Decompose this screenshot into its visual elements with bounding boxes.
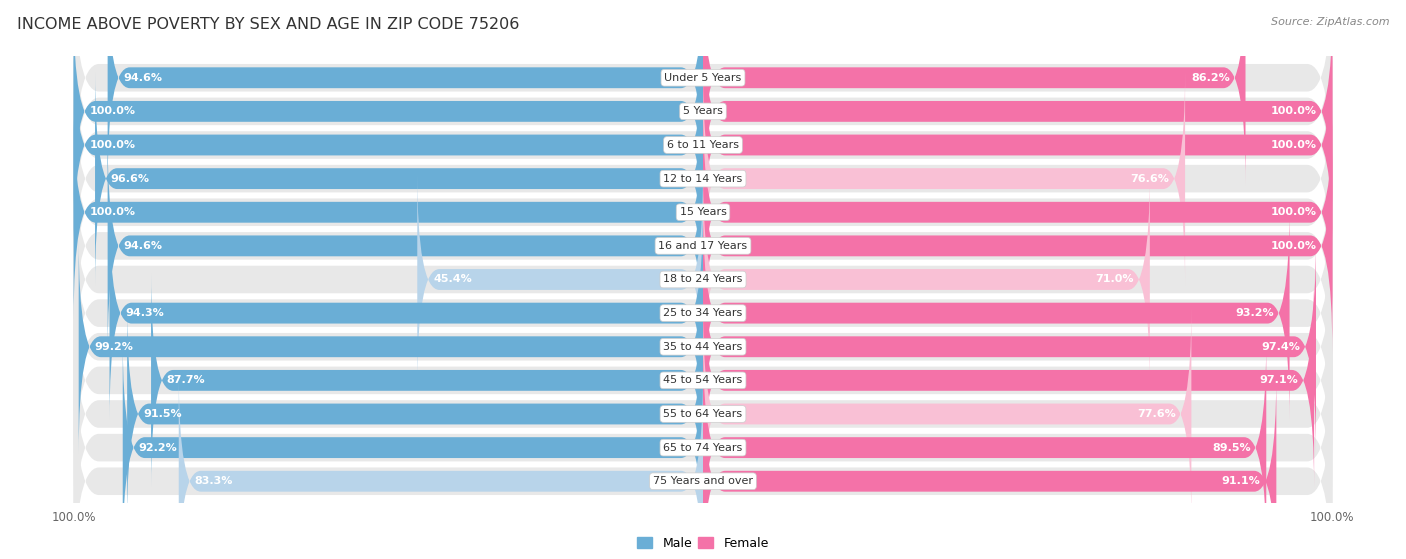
- FancyBboxPatch shape: [73, 293, 1333, 535]
- Text: 35 to 44 Years: 35 to 44 Years: [664, 342, 742, 352]
- FancyBboxPatch shape: [703, 239, 1316, 454]
- FancyBboxPatch shape: [703, 374, 1277, 559]
- FancyBboxPatch shape: [73, 327, 1333, 559]
- FancyBboxPatch shape: [96, 72, 703, 286]
- Text: 100.0%: 100.0%: [90, 106, 135, 116]
- Text: 77.6%: 77.6%: [1137, 409, 1175, 419]
- FancyBboxPatch shape: [703, 206, 1289, 420]
- FancyBboxPatch shape: [73, 260, 1333, 501]
- Text: 45 to 54 Years: 45 to 54 Years: [664, 376, 742, 385]
- Text: 99.2%: 99.2%: [94, 342, 134, 352]
- FancyBboxPatch shape: [73, 38, 703, 252]
- Text: 12 to 14 Years: 12 to 14 Years: [664, 174, 742, 183]
- FancyBboxPatch shape: [703, 4, 1333, 219]
- FancyBboxPatch shape: [73, 0, 1333, 198]
- Text: 65 to 74 Years: 65 to 74 Years: [664, 443, 742, 453]
- FancyBboxPatch shape: [703, 72, 1185, 286]
- Text: 25 to 34 Years: 25 to 34 Years: [664, 308, 742, 318]
- Text: Under 5 Years: Under 5 Years: [665, 73, 741, 83]
- Text: 18 to 24 Years: 18 to 24 Years: [664, 274, 742, 285]
- FancyBboxPatch shape: [79, 239, 703, 454]
- Text: 100.0%: 100.0%: [90, 140, 135, 150]
- Text: 100.0%: 100.0%: [1271, 106, 1316, 116]
- FancyBboxPatch shape: [703, 139, 1333, 353]
- FancyBboxPatch shape: [73, 92, 1333, 333]
- Legend: Male, Female: Male, Female: [633, 532, 773, 555]
- Text: 45.4%: 45.4%: [433, 274, 472, 285]
- FancyBboxPatch shape: [73, 125, 1333, 367]
- Text: 15 Years: 15 Years: [679, 207, 727, 217]
- FancyBboxPatch shape: [73, 226, 1333, 467]
- Text: 100.0%: 100.0%: [90, 207, 135, 217]
- FancyBboxPatch shape: [150, 273, 703, 487]
- Text: 97.4%: 97.4%: [1261, 342, 1301, 352]
- Text: 97.1%: 97.1%: [1260, 376, 1298, 385]
- FancyBboxPatch shape: [703, 273, 1315, 487]
- Text: 93.2%: 93.2%: [1236, 308, 1274, 318]
- Text: 89.5%: 89.5%: [1212, 443, 1250, 453]
- Text: 71.0%: 71.0%: [1095, 274, 1135, 285]
- FancyBboxPatch shape: [73, 361, 1333, 559]
- FancyBboxPatch shape: [179, 374, 703, 559]
- Text: Source: ZipAtlas.com: Source: ZipAtlas.com: [1271, 17, 1389, 27]
- FancyBboxPatch shape: [703, 172, 1150, 387]
- Text: 100.0%: 100.0%: [1271, 140, 1316, 150]
- Text: 86.2%: 86.2%: [1191, 73, 1230, 83]
- FancyBboxPatch shape: [108, 0, 703, 185]
- FancyBboxPatch shape: [703, 307, 1191, 521]
- FancyBboxPatch shape: [73, 58, 1333, 299]
- Text: INCOME ABOVE POVERTY BY SEX AND AGE IN ZIP CODE 75206: INCOME ABOVE POVERTY BY SEX AND AGE IN Z…: [17, 17, 519, 32]
- Text: 76.6%: 76.6%: [1130, 174, 1170, 183]
- FancyBboxPatch shape: [73, 0, 1333, 232]
- FancyBboxPatch shape: [73, 24, 1333, 266]
- Text: 91.1%: 91.1%: [1222, 476, 1261, 486]
- FancyBboxPatch shape: [703, 38, 1333, 252]
- Text: 55 to 64 Years: 55 to 64 Years: [664, 409, 742, 419]
- FancyBboxPatch shape: [418, 172, 703, 387]
- Text: 5 Years: 5 Years: [683, 106, 723, 116]
- Text: 100.0%: 100.0%: [1271, 241, 1316, 251]
- Text: 16 and 17 Years: 16 and 17 Years: [658, 241, 748, 251]
- Text: 94.3%: 94.3%: [125, 308, 165, 318]
- FancyBboxPatch shape: [110, 206, 703, 420]
- Text: 94.6%: 94.6%: [124, 241, 162, 251]
- FancyBboxPatch shape: [703, 0, 1246, 185]
- Text: 75 Years and over: 75 Years and over: [652, 476, 754, 486]
- Text: 6 to 11 Years: 6 to 11 Years: [666, 140, 740, 150]
- FancyBboxPatch shape: [73, 105, 703, 320]
- Text: 92.2%: 92.2%: [138, 443, 177, 453]
- Text: 100.0%: 100.0%: [1271, 207, 1316, 217]
- FancyBboxPatch shape: [703, 340, 1267, 555]
- Text: 87.7%: 87.7%: [167, 376, 205, 385]
- Text: 91.5%: 91.5%: [143, 409, 181, 419]
- FancyBboxPatch shape: [122, 340, 703, 555]
- FancyBboxPatch shape: [73, 4, 703, 219]
- FancyBboxPatch shape: [127, 307, 703, 521]
- FancyBboxPatch shape: [108, 139, 703, 353]
- Text: 83.3%: 83.3%: [194, 476, 233, 486]
- FancyBboxPatch shape: [73, 159, 1333, 400]
- FancyBboxPatch shape: [703, 105, 1333, 320]
- Text: 96.6%: 96.6%: [111, 174, 150, 183]
- FancyBboxPatch shape: [73, 192, 1333, 434]
- Text: 94.6%: 94.6%: [124, 73, 162, 83]
